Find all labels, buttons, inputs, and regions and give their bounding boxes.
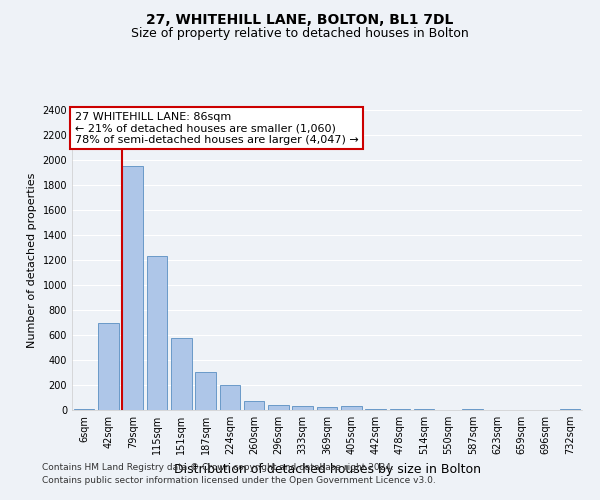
Bar: [74, 409, 94, 410]
Bar: [98, 322, 119, 410]
Bar: [146, 256, 167, 410]
X-axis label: Distribution of detached houses by size in Bolton: Distribution of detached houses by size …: [173, 462, 481, 475]
Bar: [292, 406, 313, 410]
Bar: [195, 372, 216, 410]
Bar: [268, 405, 289, 410]
Bar: [122, 166, 143, 410]
Text: 27, WHITEHILL LANE, BOLTON, BL1 7DL: 27, WHITEHILL LANE, BOLTON, BL1 7DL: [146, 12, 454, 26]
Text: 27 WHITEHILL LANE: 86sqm
← 21% of detached houses are smaller (1,060)
78% of sem: 27 WHITEHILL LANE: 86sqm ← 21% of detach…: [74, 112, 358, 144]
Bar: [244, 400, 265, 410]
Text: Contains public sector information licensed under the Open Government Licence v3: Contains public sector information licen…: [42, 476, 436, 485]
Bar: [414, 409, 434, 410]
Text: Contains HM Land Registry data © Crown copyright and database right 2024.: Contains HM Land Registry data © Crown c…: [42, 464, 394, 472]
Bar: [341, 406, 362, 410]
Bar: [171, 338, 191, 410]
Bar: [560, 409, 580, 410]
Bar: [317, 407, 337, 410]
Bar: [220, 385, 240, 410]
Bar: [463, 409, 483, 410]
Text: Size of property relative to detached houses in Bolton: Size of property relative to detached ho…: [131, 28, 469, 40]
Y-axis label: Number of detached properties: Number of detached properties: [27, 172, 37, 348]
